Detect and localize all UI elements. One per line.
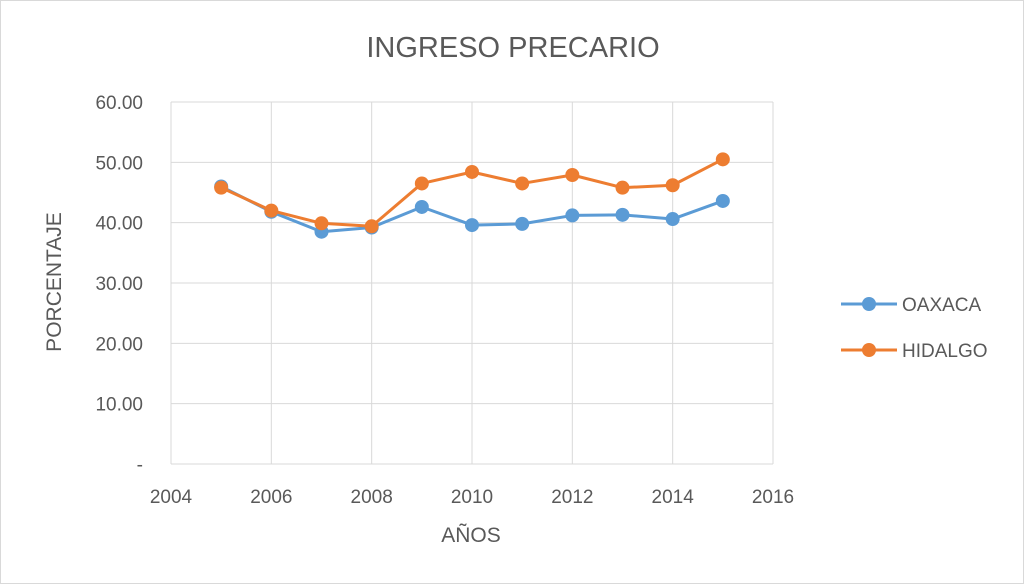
- data-point: [414, 199, 429, 214]
- series-hidalgo: [214, 152, 730, 234]
- x-tick-label: 2008: [351, 487, 393, 508]
- legend-marker: [862, 343, 876, 357]
- legend-label: HIDALGO: [902, 341, 988, 362]
- x-tick-label: 2004: [150, 487, 193, 508]
- y-tick-label: 20.00: [95, 334, 143, 355]
- chart-title: INGRESO PRECARIO: [366, 32, 659, 64]
- data-point: [615, 180, 630, 195]
- data-point: [565, 208, 580, 223]
- data-point: [515, 216, 530, 231]
- data-point: [565, 168, 580, 183]
- data-point: [615, 207, 630, 222]
- x-tick-label: 2012: [551, 487, 593, 508]
- series-group: [214, 152, 730, 239]
- y-tick-label: 50.00: [95, 153, 143, 174]
- gridlines: [170, 101, 774, 465]
- data-point: [364, 219, 379, 234]
- y-axis-title: PORCENTAJE: [43, 212, 66, 352]
- data-point: [414, 176, 429, 191]
- data-point: [665, 178, 680, 193]
- data-point: [715, 193, 730, 208]
- y-tick-label: -: [137, 455, 143, 476]
- y-tick-label: 10.00: [95, 395, 143, 416]
- x-tick-label: 2010: [451, 487, 493, 508]
- y-tick-label: 30.00: [95, 274, 143, 295]
- legend-label: OAXACA: [902, 295, 982, 316]
- legend-item-hidalgo: HIDALGO: [841, 341, 988, 362]
- data-point: [465, 218, 479, 233]
- y-tick-label: 40.00: [95, 214, 143, 235]
- data-point: [515, 176, 530, 191]
- data-point: [214, 180, 229, 195]
- data-point: [465, 164, 479, 179]
- x-axis-title: AÑOS: [441, 523, 501, 547]
- data-point: [665, 212, 680, 227]
- x-tick-label: 2016: [752, 487, 794, 508]
- legend: OAXACA HIDALGO: [841, 295, 988, 362]
- legend-marker: [862, 297, 876, 311]
- x-tick-label: 2014: [652, 487, 695, 508]
- data-point: [264, 203, 279, 218]
- tick-labels: - 10.00 20.00 30.00 40.00 50.00 60.00 2004 2006 2…: [95, 93, 794, 508]
- data-point: [715, 152, 730, 167]
- x-tick-label: 2006: [250, 487, 292, 508]
- data-point: [314, 216, 329, 231]
- y-tick-label: 60.00: [95, 93, 143, 114]
- legend-item-oaxaca: OAXACA: [841, 295, 982, 316]
